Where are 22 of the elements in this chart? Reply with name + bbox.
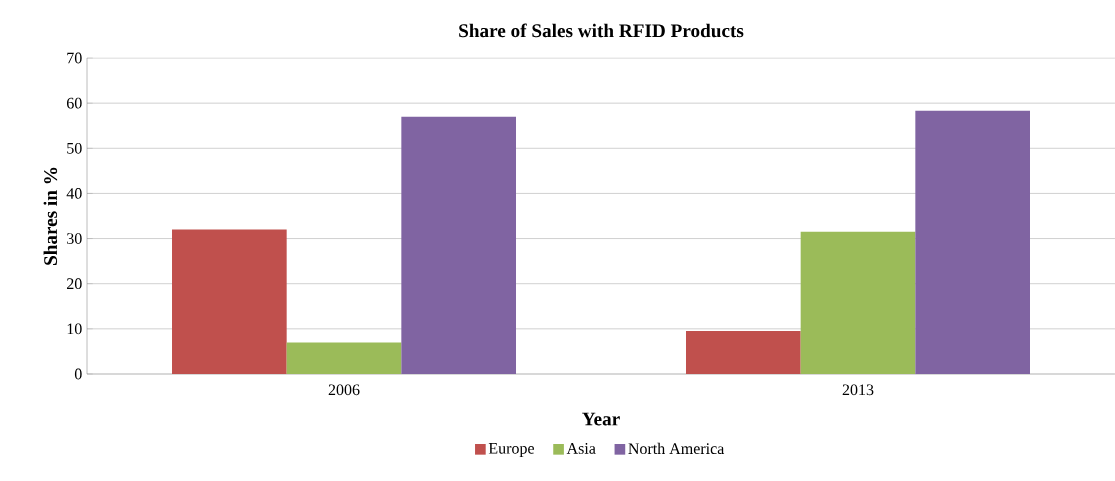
bar (401, 116, 516, 374)
x-tick-label: 2006 (328, 384, 360, 396)
bar (800, 231, 916, 374)
y-tick-label: 0 (74, 368, 82, 380)
y-tick-label: 10 (67, 323, 82, 335)
x-axis-title: Year (582, 412, 620, 426)
x-tick-label: 2013 (842, 384, 874, 396)
y-tick-label: 20 (67, 278, 82, 290)
bar (286, 342, 402, 374)
y-tick-label: 50 (67, 142, 82, 154)
y-tick-label: 60 (66, 97, 82, 109)
y-tick-label: 30 (67, 233, 82, 244)
y-tick-label: 40 (66, 188, 82, 199)
legend-label: North America (628, 442, 725, 455)
bar (686, 331, 801, 374)
chart-title: Share of Sales with RFID Products (459, 23, 744, 38)
bar (915, 110, 1030, 374)
bar (172, 229, 287, 374)
y-tick-label: 70 (67, 52, 82, 64)
legend-label: Europe (488, 443, 535, 457)
legend-label: Asia (566, 443, 596, 454)
y-axis-title: Shares in % (43, 167, 58, 265)
